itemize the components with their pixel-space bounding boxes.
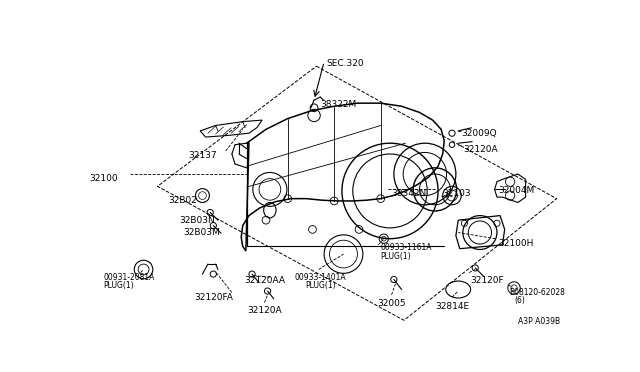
Text: PLUG(1): PLUG(1) bbox=[305, 281, 335, 290]
Text: PLUG(1): PLUG(1) bbox=[103, 281, 134, 290]
Text: 32120AA: 32120AA bbox=[244, 276, 285, 285]
Text: 32120F: 32120F bbox=[470, 276, 504, 285]
Text: 32B03N: 32B03N bbox=[179, 216, 215, 225]
Text: 32B02: 32B02 bbox=[168, 196, 197, 205]
Text: B08120-62028: B08120-62028 bbox=[509, 288, 565, 297]
Text: A3P A039B: A3P A039B bbox=[518, 317, 561, 327]
Text: 32120FA: 32120FA bbox=[195, 293, 234, 302]
Text: 32B03M: 32B03M bbox=[183, 228, 220, 237]
Text: 32120A: 32120A bbox=[247, 307, 282, 315]
Text: 38322M: 38322M bbox=[320, 100, 356, 109]
Text: 38342N: 38342N bbox=[392, 189, 427, 198]
Text: 32005: 32005 bbox=[377, 299, 406, 308]
Text: 32009Q: 32009Q bbox=[461, 129, 497, 138]
Text: (6): (6) bbox=[514, 296, 525, 305]
Text: 32120A: 32120A bbox=[463, 145, 499, 154]
Text: 32137: 32137 bbox=[188, 151, 217, 160]
Text: 32100: 32100 bbox=[90, 174, 118, 183]
Text: 32100H: 32100H bbox=[499, 239, 534, 248]
Text: 32004M: 32004M bbox=[499, 186, 535, 195]
Text: 32103: 32103 bbox=[443, 189, 471, 198]
Text: 32814E: 32814E bbox=[435, 302, 469, 311]
Text: PLUG(1): PLUG(1) bbox=[381, 252, 412, 261]
Text: 00933-1401A: 00933-1401A bbox=[294, 273, 346, 282]
Text: 00931-2081A: 00931-2081A bbox=[103, 273, 155, 282]
Text: SEC.320: SEC.320 bbox=[326, 58, 364, 67]
Text: 00933-1161A: 00933-1161A bbox=[381, 243, 432, 252]
